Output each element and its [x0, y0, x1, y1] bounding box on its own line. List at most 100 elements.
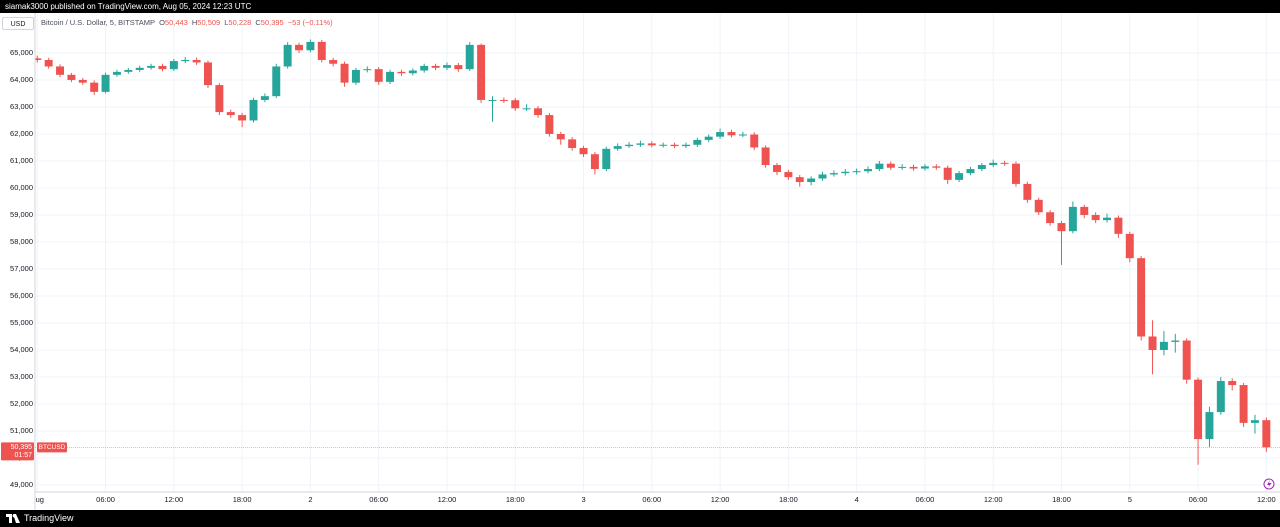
y-tick-label: 55,000 [10, 318, 33, 327]
legend-value: 50,509 [197, 18, 221, 27]
candle-body [78, 79, 87, 83]
candle-body [488, 99, 497, 101]
candle-body [898, 166, 907, 168]
y-tick-label: 51,000 [10, 426, 33, 435]
candle-body [135, 67, 144, 70]
x-tick-label: 4 [855, 495, 859, 504]
candle-body [283, 44, 292, 67]
legend-value: 50,228 [228, 18, 252, 27]
candle-body [363, 69, 372, 71]
legend-key: L [224, 18, 229, 27]
legend-key: O [159, 18, 165, 27]
candle-body [192, 59, 201, 63]
countdown-label: 01:57 [14, 452, 32, 459]
x-tick-label: 12:00 [984, 495, 1003, 504]
candle-body [1148, 336, 1157, 350]
candle-body [317, 41, 326, 60]
legend-title: Bitcoin / U.S. Dollar, 5, BITSTAMP [41, 18, 156, 27]
candle-body [1091, 214, 1100, 221]
x-tick-label: Aug [31, 495, 44, 504]
candle-body [909, 166, 918, 169]
candle-body [56, 66, 65, 75]
candle-body [454, 65, 463, 70]
candle-body [1159, 341, 1168, 350]
y-tick-label: 56,000 [10, 291, 33, 300]
candle-body [750, 134, 759, 148]
candle-body [807, 178, 816, 183]
candle-body [112, 71, 121, 75]
currency-label: USD [10, 21, 26, 28]
candle-body [1057, 223, 1066, 232]
x-tick-label: 2 [308, 495, 312, 504]
candle-body [215, 85, 224, 113]
candle-body [636, 143, 645, 145]
legend: Bitcoin / U.S. Dollar, 5, BITSTAMP O50,4… [41, 18, 333, 27]
x-tick-label: 3 [581, 495, 585, 504]
candle-body [864, 169, 873, 172]
x-tick-label: 12:00 [1257, 495, 1276, 504]
symbol-tag: BTCUSD [39, 444, 66, 451]
x-tick-label: 06:00 [369, 495, 388, 504]
candle-body [875, 163, 884, 170]
candle-body [431, 65, 440, 68]
candle-body [249, 99, 258, 121]
candle-body [374, 69, 383, 82]
replay-icon-bolt [1267, 480, 1272, 488]
candle-body [1194, 379, 1203, 440]
candle-body [1239, 385, 1248, 423]
candle-body [169, 61, 178, 70]
y-tick-label: 59,000 [10, 210, 33, 219]
candle-body [977, 165, 986, 170]
candle-body [955, 173, 964, 180]
candle-body [1046, 212, 1055, 224]
legend-field: C50,395 [255, 18, 283, 27]
brand-logo [6, 514, 20, 523]
x-tick-label: 06:00 [916, 495, 935, 504]
candle-body [647, 143, 656, 146]
publish-bar: siamak3000 published on TradingView.com,… [0, 0, 1280, 13]
candle-body [738, 134, 747, 136]
candle-body [1125, 233, 1134, 259]
x-tick-label: 06:00 [96, 495, 115, 504]
candle-body [35, 58, 42, 60]
candle-body [499, 99, 508, 101]
legend-value: 50,395 [260, 18, 284, 27]
candle-body [556, 133, 565, 140]
candle-body [818, 174, 827, 179]
x-tick-label: 12:00 [711, 495, 730, 504]
legend-key: H [191, 18, 198, 27]
candle-body [408, 70, 417, 74]
candle-body [272, 66, 281, 97]
x-tick-label: 18:00 [1052, 495, 1071, 504]
candle-body [579, 148, 588, 155]
candle-body [534, 108, 542, 116]
y-tick-label: 64,000 [10, 75, 33, 84]
candle-body [386, 71, 395, 82]
candle-body [1216, 381, 1225, 413]
y-tick-label: 49,000 [10, 480, 33, 489]
candle-body [329, 59, 338, 64]
candle-body [1262, 420, 1271, 448]
candle-body [784, 172, 793, 178]
footer-bar: TradingView [0, 510, 1280, 527]
candle-body [238, 115, 247, 121]
candle-body [704, 136, 713, 140]
candle-body [420, 65, 429, 71]
candle-body [101, 74, 110, 92]
candle-body [465, 44, 474, 70]
x-tick-label: 12:00 [438, 495, 457, 504]
candle-body [1080, 206, 1089, 215]
y-tick-label: 57,000 [10, 264, 33, 273]
y-tick-label: 65,000 [10, 48, 33, 57]
x-tick-label: 5 [1128, 495, 1132, 504]
currency-button[interactable]: USD [2, 17, 34, 30]
candle-body [727, 132, 736, 136]
last-price-label: 50,395 [11, 444, 33, 451]
y-tick-label: 54,000 [10, 345, 33, 354]
x-tick-label: 12:00 [164, 495, 183, 504]
y-tick-label: 61,000 [10, 156, 33, 165]
candle-body [670, 144, 679, 147]
candle-body [1250, 420, 1259, 423]
candle-body [181, 59, 190, 62]
